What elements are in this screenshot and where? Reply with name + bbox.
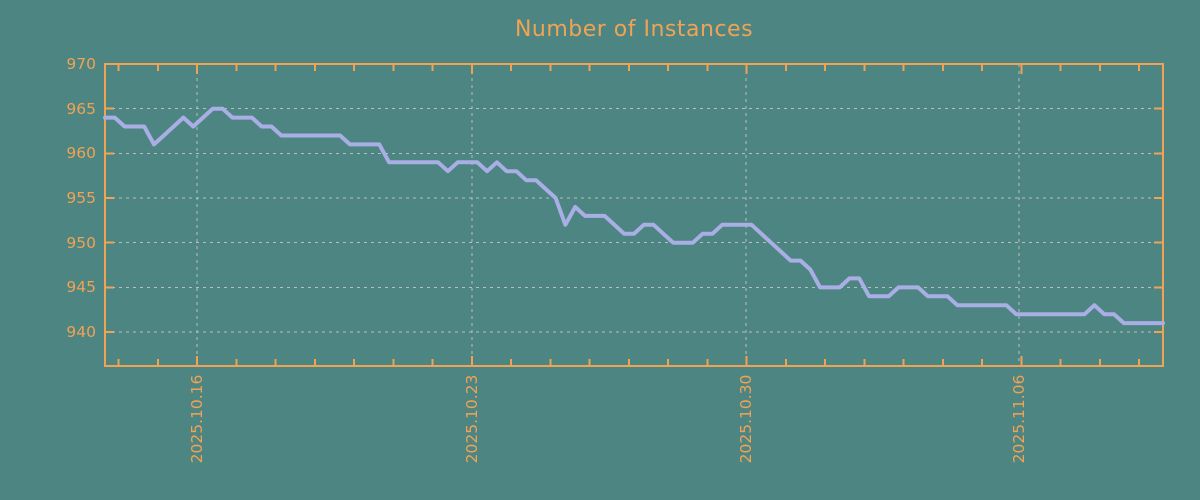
y-tick-label: 960 [66, 144, 96, 163]
y-tick-label: 970 [66, 55, 96, 73]
x-tick-label: 2025.10.16 [188, 374, 207, 464]
plot-border [104, 63, 1164, 367]
x-tick-label: 2025.10.23 [462, 374, 481, 464]
y-tick-label: 945 [66, 278, 96, 297]
y-tick-label: 950 [66, 233, 96, 252]
chart-title: Number of Instances [514, 17, 754, 42]
x-tick-label: 2025.11.06 [1010, 374, 1028, 464]
x-tick-label: 2025.10.30 [737, 374, 756, 464]
data-line [103, 106, 1165, 326]
y-tick-label: 940 [66, 323, 96, 342]
y-tick-label: 955 [66, 189, 96, 208]
y-tick-label: 965 [66, 99, 96, 118]
